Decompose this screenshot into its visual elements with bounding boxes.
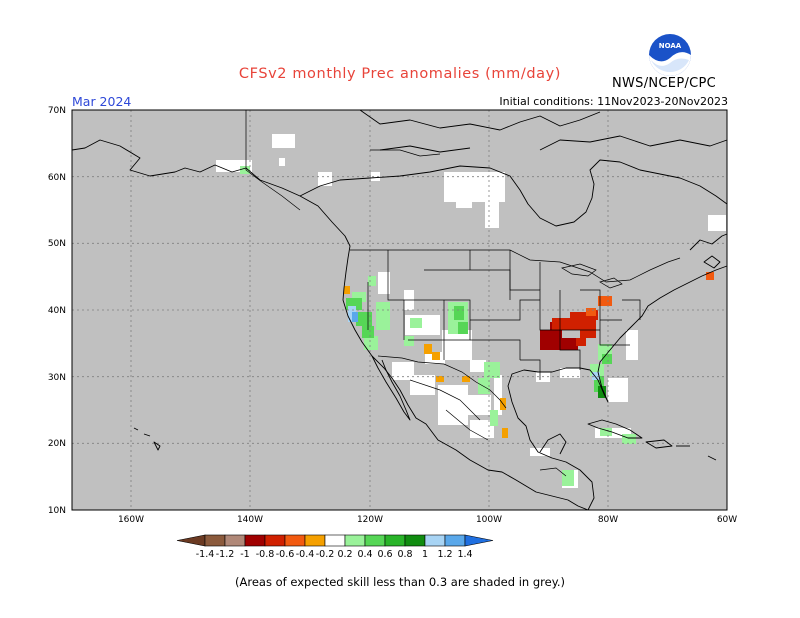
colorbar-cell xyxy=(304,534,326,547)
colorbar-cell xyxy=(204,534,226,547)
colorbar-tick-label: 0.2 xyxy=(337,549,352,560)
colorbar-tick-label: 0.8 xyxy=(397,549,412,560)
skill-footnote: (Areas of expected skill less than 0.3 a… xyxy=(235,575,565,589)
lon-label: 140W xyxy=(237,515,263,525)
lon-label: 80W xyxy=(598,515,618,525)
map-title: CFSv2 monthly Prec anomalies (mm/day) xyxy=(238,66,562,82)
latitude-labels: 70N 60N 50N 40N 30N 20N 10N xyxy=(48,106,66,516)
colorbar-cell xyxy=(244,534,266,547)
lat-label: 50N xyxy=(48,239,66,249)
colorbar: -1.4 -1.2 -1 -0.8 -0.6 -0.4 -0.2 0.2 0.4 0.6 0.8 1 1… xyxy=(176,534,494,560)
colorbar-cell xyxy=(384,534,406,547)
colorbar-cell xyxy=(364,534,386,547)
colorbar-tick-label: 0.4 xyxy=(357,549,372,560)
noaa-logo-icon: NOAA xyxy=(649,34,691,76)
colorbar-tick-label: -0.6 xyxy=(276,549,295,560)
colorbar-cell xyxy=(424,534,446,547)
lat-label: 10N xyxy=(48,506,66,516)
lat-label: 40N xyxy=(48,306,66,316)
longitude-labels: 160W 140W 120W 100W 80W 60W xyxy=(118,515,737,525)
colorbar-cell xyxy=(324,534,346,547)
graticule xyxy=(72,110,727,510)
colorbar-tick-label: -1.2 xyxy=(216,549,235,560)
lon-label: 60W xyxy=(717,515,737,525)
colorbar-tick-label: 1 xyxy=(422,549,428,560)
colorbar-tick-label: -0.2 xyxy=(316,549,335,560)
lat-label: 30N xyxy=(48,373,66,383)
colorbar-tick-label: 1.2 xyxy=(437,549,452,560)
valid-month-label: Mar 2024 xyxy=(72,94,132,109)
lon-label: 100W xyxy=(476,515,502,525)
colorbar-tick-label: 0.6 xyxy=(377,549,392,560)
svg-text:NOAA: NOAA xyxy=(659,42,682,50)
coastlines xyxy=(71,109,728,511)
map-frame xyxy=(71,109,728,511)
agency-label: NWS/NCEP/CPC xyxy=(612,76,717,91)
white-skill-patches xyxy=(216,134,726,488)
initial-conditions-label: Initial conditions: 11Nov2023-20Nov2023 xyxy=(499,95,728,108)
lat-label: 20N xyxy=(48,439,66,449)
colorbar-extend-high xyxy=(464,534,494,547)
lat-label: 60N xyxy=(48,173,66,183)
lon-label: 120W xyxy=(357,515,383,525)
colorbar-cell xyxy=(284,534,306,547)
colorbar-cell xyxy=(404,534,426,547)
political-boundaries xyxy=(245,110,681,477)
colorbar-tick-label: -1.4 xyxy=(196,549,215,560)
colorbar-tick-label: -0.8 xyxy=(256,549,275,560)
colorbar-cell xyxy=(444,534,466,547)
colorbar-extend-low xyxy=(176,534,206,547)
colorbar-tick-label: -1 xyxy=(240,549,249,560)
colorbar-tick-label: 1.4 xyxy=(457,549,472,560)
colorbar-cell xyxy=(264,534,286,547)
lon-label: 160W xyxy=(118,515,144,525)
colorbar-cell xyxy=(224,534,246,547)
colorbar-tick-label: -0.4 xyxy=(296,549,315,560)
lakes xyxy=(370,149,623,289)
lat-label: 70N xyxy=(48,106,66,116)
colorbar-cell xyxy=(344,534,366,547)
